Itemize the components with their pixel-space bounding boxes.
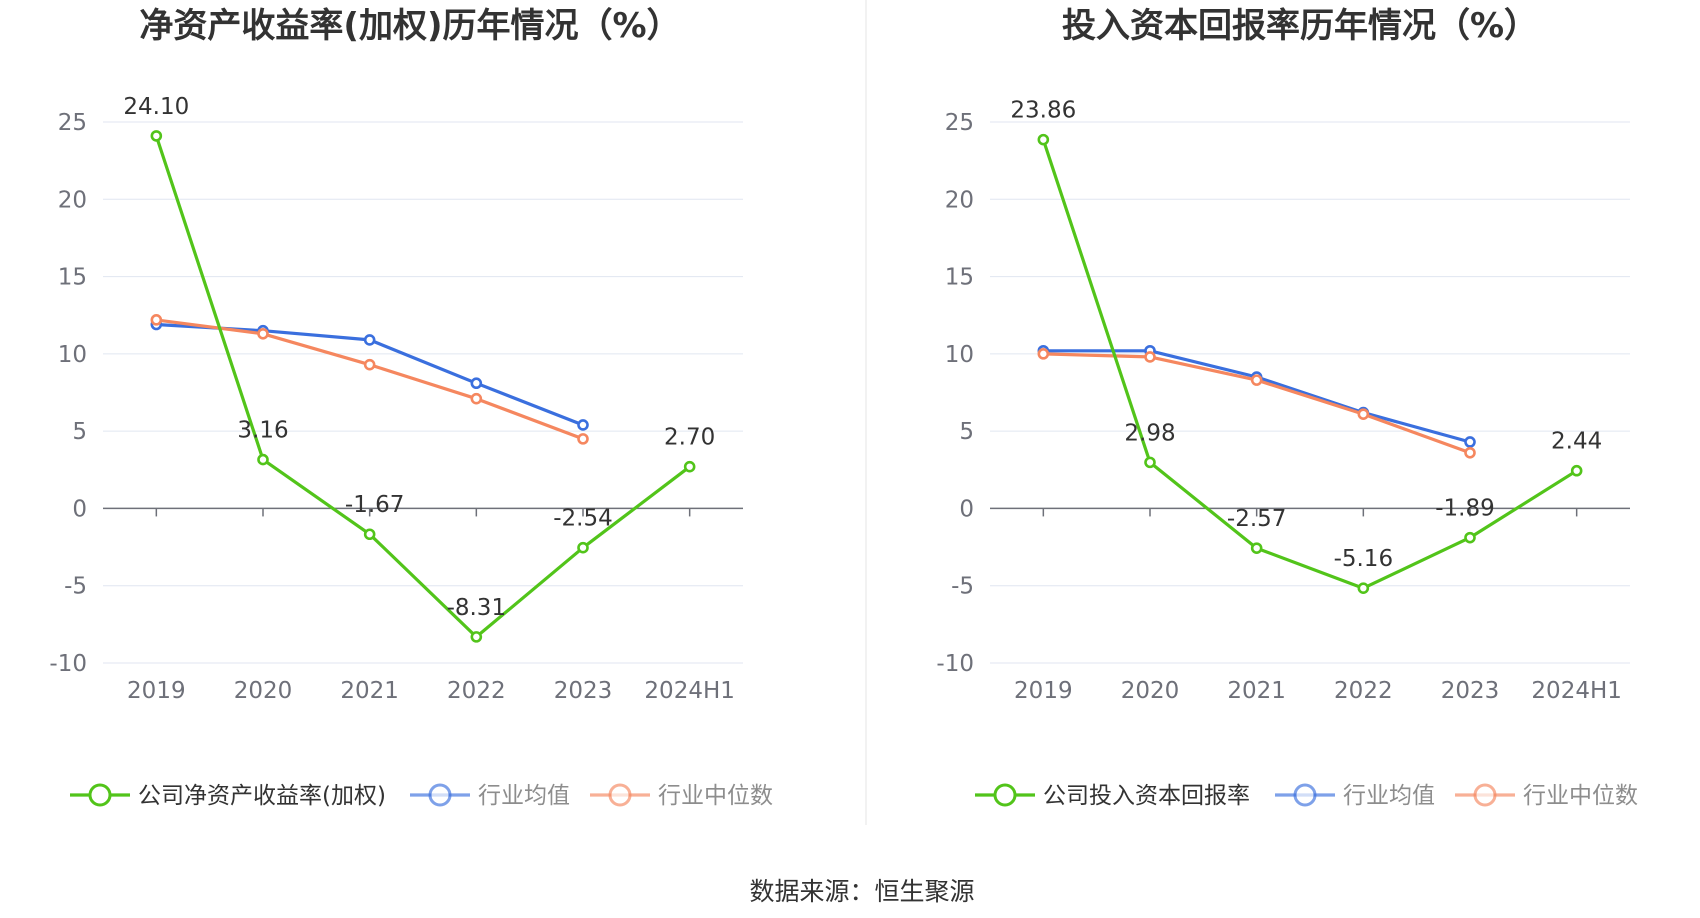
legend-marker-icon	[428, 783, 452, 807]
chart-title: 投入资本回报率历年情况（%）	[1062, 6, 1538, 46]
legend-marker-icon	[1293, 783, 1317, 807]
data-point-company[interactable]	[1037, 133, 1050, 146]
data-label: -8.31	[447, 595, 507, 621]
data-point-company[interactable]	[363, 528, 376, 541]
series-line-company	[1041, 139, 1578, 590]
data-point-industry_median[interactable]	[363, 358, 376, 371]
legend-item-company[interactable]: 公司投入资本回报率	[975, 783, 1250, 809]
data-point-company[interactable]	[150, 130, 163, 142]
y-tick-label: 25	[58, 110, 87, 136]
series-line-company	[154, 135, 691, 639]
y-tick-label: -10	[936, 651, 974, 677]
chart-title: 净资产收益率(加权)历年情况（%）	[139, 6, 680, 46]
data-label: -1.67	[345, 492, 405, 518]
legend-item-company[interactable]: 公司净资产收益率(加权)	[70, 783, 386, 809]
data-point-industry_median[interactable]	[1250, 374, 1263, 386]
legend-item-industry_avg[interactable]: 行业均值	[410, 783, 570, 809]
x-tick-label: 2023	[554, 678, 613, 704]
y-tick-label: 5	[959, 419, 974, 445]
data-point-industry_median[interactable]	[577, 433, 589, 445]
data-point-industry_avg[interactable]	[577, 419, 589, 431]
x-tick-label: 2022	[447, 678, 506, 704]
x-tick-label: 2022	[1334, 678, 1393, 704]
data-point-company[interactable]	[1144, 456, 1156, 469]
data-point-industry_median[interactable]	[470, 392, 483, 405]
x-tick-label: 2023	[1441, 678, 1500, 704]
x-tick-label: 2024H1	[644, 678, 734, 704]
x-tick-label: 2021	[1227, 678, 1286, 704]
legend-label: 行业均值	[1343, 783, 1435, 809]
y-tick-label: 10	[945, 342, 974, 368]
y-tick-label: -5	[951, 574, 974, 600]
y-tick-label: -10	[49, 651, 87, 677]
y-tick-label: 20	[58, 187, 87, 213]
data-point-industry_median[interactable]	[257, 327, 269, 340]
y-tick-label: -5	[64, 574, 87, 600]
data-label: 2.44	[1551, 429, 1602, 455]
source-note: 数据来源：恒生聚源	[749, 877, 974, 906]
x-tick-label: 2024H1	[1531, 678, 1621, 704]
y-tick-label: 0	[72, 496, 87, 522]
data-point-company[interactable]	[1250, 542, 1263, 554]
data-point-company[interactable]	[577, 541, 589, 554]
data-label: -2.57	[1227, 506, 1287, 532]
legend-item-industry_median[interactable]: 行业中位数	[1455, 783, 1638, 809]
data-point-industry_median[interactable]	[1144, 351, 1156, 363]
y-tick-label: 0	[959, 496, 974, 522]
data-point-industry_avg[interactable]	[363, 334, 376, 346]
x-tick-label: 2019	[1014, 678, 1073, 704]
data-label: 3.16	[237, 418, 288, 444]
legend-marker-icon	[608, 783, 632, 807]
legend-label: 行业中位数	[658, 783, 773, 809]
data-label: 23.86	[1010, 98, 1076, 124]
data-label: -5.16	[1334, 546, 1394, 572]
legend-marker-icon	[1473, 783, 1497, 807]
data-point-company[interactable]	[1464, 531, 1476, 544]
data-point-industry_median[interactable]	[1464, 446, 1476, 459]
legend-label: 行业均值	[478, 783, 570, 809]
data-point-company[interactable]	[257, 453, 269, 466]
data-point-industry_median[interactable]	[1357, 408, 1370, 420]
x-tick-label: 2019	[127, 678, 186, 704]
data-point-industry_median[interactable]	[150, 314, 163, 326]
legend-marker-icon	[88, 783, 112, 807]
y-tick-label: 15	[945, 265, 974, 291]
y-tick-label: 20	[945, 187, 974, 213]
data-point-company[interactable]	[470, 631, 483, 643]
data-point-company[interactable]	[1570, 464, 1583, 477]
data-point-industry_median[interactable]	[1037, 348, 1050, 360]
legend-marker-icon	[993, 783, 1017, 807]
legend-item-industry_avg[interactable]: 行业均值	[1275, 783, 1435, 809]
data-label: 2.70	[664, 425, 715, 451]
data-point-industry_avg[interactable]	[1464, 436, 1476, 448]
data-label: 24.10	[123, 94, 189, 120]
series-line-industry_median	[1043, 352, 1471, 455]
y-tick-label: 10	[58, 342, 87, 368]
legend-label: 公司净资产收益率(加权)	[138, 783, 386, 809]
data-label: 2.98	[1124, 420, 1175, 446]
x-tick-label: 2020	[1121, 678, 1180, 704]
legend-item-industry_median[interactable]: 行业中位数	[590, 783, 773, 809]
roe-chart-panel: 净资产收益率(加权)历年情况（%） 25 20 15 10 5 0 -5 -10 2019 2020…	[49, 6, 773, 809]
y-tick-label: 5	[72, 419, 87, 445]
y-tick-label: 25	[945, 110, 974, 136]
y-tick-label: 15	[58, 265, 87, 291]
data-label: -1.89	[1435, 496, 1495, 522]
data-point-company[interactable]	[683, 460, 696, 473]
x-tick-label: 2021	[340, 678, 399, 704]
roic-chart-panel: 投入资本回报率历年情况（%） 25 20 15 10 5 0 -5 -10 2019 2020 202…	[936, 6, 1638, 809]
data-point-industry_avg[interactable]	[470, 377, 483, 390]
data-label: -2.54	[553, 506, 613, 532]
legend-label: 行业中位数	[1523, 783, 1638, 809]
legend-label: 公司投入资本回报率	[1043, 783, 1250, 809]
x-tick-label: 2020	[234, 678, 293, 704]
data-point-company[interactable]	[1357, 582, 1370, 594]
